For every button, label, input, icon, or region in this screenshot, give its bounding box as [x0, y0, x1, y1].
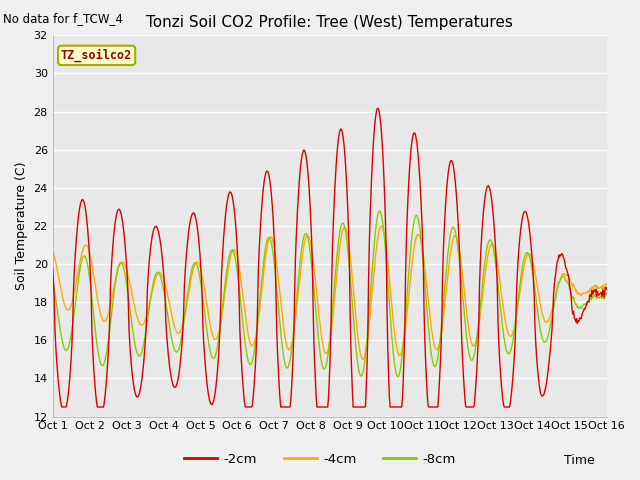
Y-axis label: Soil Temperature (C): Soil Temperature (C)	[15, 162, 28, 290]
Title: Tonzi Soil CO2 Profile: Tree (West) Temperatures: Tonzi Soil CO2 Profile: Tree (West) Temp…	[146, 15, 513, 30]
Legend: -2cm, -4cm, -8cm: -2cm, -4cm, -8cm	[179, 447, 461, 471]
Text: TZ_soilco2: TZ_soilco2	[61, 48, 132, 62]
Text: No data for f_TCW_4: No data for f_TCW_4	[3, 12, 123, 25]
Text: Time: Time	[564, 454, 595, 467]
